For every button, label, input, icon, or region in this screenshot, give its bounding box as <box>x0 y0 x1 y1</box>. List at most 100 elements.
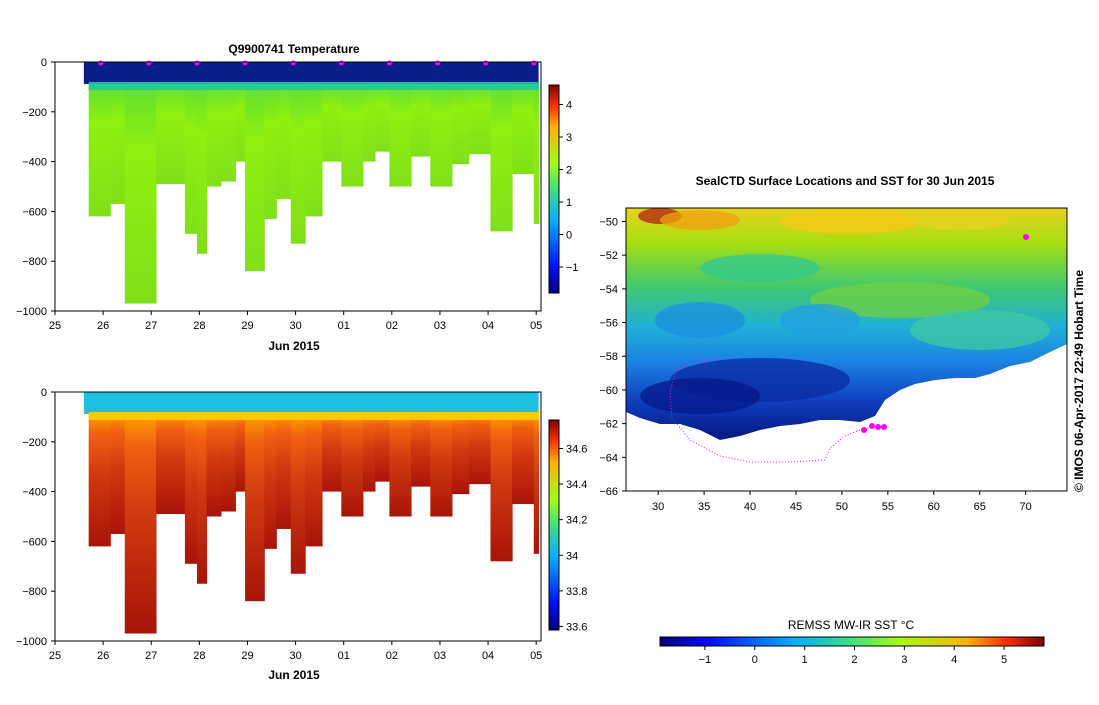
sst-colorbar-tick-label: 2 <box>851 654 857 666</box>
map-x-tick-label: 70 <box>1020 501 1032 513</box>
x-tick-label: 28 <box>193 320 205 332</box>
profile-column <box>468 414 491 485</box>
profile-column <box>512 84 535 175</box>
timestamp-side-text: © IMOS 06-Apr-2017 22:49 Hobart Time <box>1072 270 1086 492</box>
x-tick-label: 01 <box>338 650 350 662</box>
thermocline-band <box>264 82 277 90</box>
sst-colorbar-tick-label: 0 <box>752 654 758 666</box>
colorbar-tick-label: 0 <box>566 230 572 242</box>
y-tick-label: −200 <box>22 437 47 449</box>
profile-column <box>110 84 126 204</box>
thermocline-band <box>206 82 222 90</box>
y-tick-label: 0 <box>41 57 47 69</box>
thermocline-band <box>490 82 513 90</box>
thermocline-band <box>88 82 111 90</box>
salinity-x-label: Jun 2015 <box>268 668 320 682</box>
profile-column <box>490 414 513 562</box>
x-tick-label: 02 <box>386 650 398 662</box>
profile-column <box>196 414 208 584</box>
thermocline-band <box>206 412 222 420</box>
x-tick-label: 04 <box>482 650 494 662</box>
sst-colorbar-tick-label: 1 <box>802 654 808 666</box>
profile-column <box>490 84 513 232</box>
thermocline-band <box>88 412 111 420</box>
x-tick-label: 27 <box>145 650 157 662</box>
seal-location-dot <box>881 424 887 430</box>
thermocline-band <box>411 82 431 90</box>
profile-column <box>411 414 431 487</box>
temperature-x-ticks: 25 26 27 28 29 30 01 02 03 04 05 <box>49 311 542 332</box>
temperature-colorbar-ticks: 4 3 2 1 0 −1 <box>559 100 579 274</box>
thermocline-band <box>305 82 323 90</box>
profile-column <box>196 84 208 254</box>
thermocline-band <box>362 412 376 420</box>
profile-column <box>362 414 376 492</box>
profile-column <box>512 414 535 505</box>
x-tick-label: 03 <box>434 650 446 662</box>
profile-column <box>533 414 540 554</box>
map-y-tick-label: −66 <box>599 486 618 498</box>
thermocline-band <box>276 412 292 420</box>
salinity-x-ticks: 25 26 27 28 29 30 01 02 03 04 05 <box>49 641 542 662</box>
surface-marker <box>290 60 296 66</box>
y-tick-label: −600 <box>22 536 47 548</box>
map-x-ticks: 30 35 40 45 50 55 60 65 70 <box>652 491 1032 513</box>
sst-texture-patch <box>780 210 920 234</box>
seal-location-dot <box>1023 234 1029 240</box>
profile-column <box>172 414 186 515</box>
map-y-tick-label: −58 <box>599 351 618 363</box>
thermocline-band <box>533 82 540 90</box>
y-tick-label: −200 <box>22 107 47 119</box>
surface-layer <box>83 62 539 84</box>
x-tick-label: 26 <box>97 650 109 662</box>
thermocline-band <box>374 412 390 420</box>
thermocline-band <box>156 82 174 90</box>
sst-colorbar-ticks: −1 0 1 2 3 4 5 <box>699 646 1007 666</box>
sst-colorbar-label: REMSS MW-IR SST °C <box>788 618 915 632</box>
thermocline-band <box>245 412 265 420</box>
sst-texture-patch <box>660 210 740 230</box>
seal-location-dot <box>875 424 881 430</box>
profile-column <box>221 414 236 512</box>
profile-column <box>88 414 111 547</box>
profile-column <box>264 84 277 219</box>
thermocline-band <box>172 412 186 420</box>
thermocline-band <box>124 412 140 420</box>
profile-column <box>184 84 198 234</box>
profile-column <box>206 414 222 517</box>
profile-column <box>139 414 157 634</box>
thermocline-band <box>264 412 277 420</box>
colorbar-tick-label: 33.6 <box>566 621 587 633</box>
colorbar-tick-label: 1 <box>566 197 572 209</box>
y-tick-label: −600 <box>22 206 47 218</box>
surface-marker <box>242 60 248 66</box>
thermocline-band <box>490 412 513 420</box>
profile-column <box>322 414 342 492</box>
temperature-section <box>83 62 540 304</box>
colorbar-tick-label: 2 <box>566 165 572 177</box>
map-x-tick-label: 65 <box>974 501 986 513</box>
thermocline-band <box>322 412 342 420</box>
sst-texture-patch <box>910 310 1050 350</box>
surface-marker <box>146 60 152 66</box>
temperature-title: Q9900741 Temperature <box>228 42 360 56</box>
y-tick-label: −1000 <box>16 306 47 318</box>
y-tick-label: 0 <box>41 387 47 399</box>
surface-marker <box>483 60 489 66</box>
thermocline-band <box>245 82 265 90</box>
thermocline-band <box>139 82 157 90</box>
x-tick-label: 30 <box>289 320 301 332</box>
profile-column <box>110 414 126 534</box>
y-tick-label: −400 <box>22 157 47 169</box>
surface-marker <box>386 60 392 66</box>
profile-column <box>206 84 222 187</box>
y-tick-label: −400 <box>22 487 47 499</box>
sst-map-panel: SealCTD Surface Locations and SST for 30… <box>599 174 1086 666</box>
temperature-colorbar <box>548 84 560 294</box>
profile-column <box>305 84 323 217</box>
thermocline-band <box>196 412 208 420</box>
x-tick-label: 03 <box>434 320 446 332</box>
x-tick-label: 25 <box>49 320 61 332</box>
map-x-tick-label: 45 <box>790 501 802 513</box>
profile-column <box>221 84 236 182</box>
